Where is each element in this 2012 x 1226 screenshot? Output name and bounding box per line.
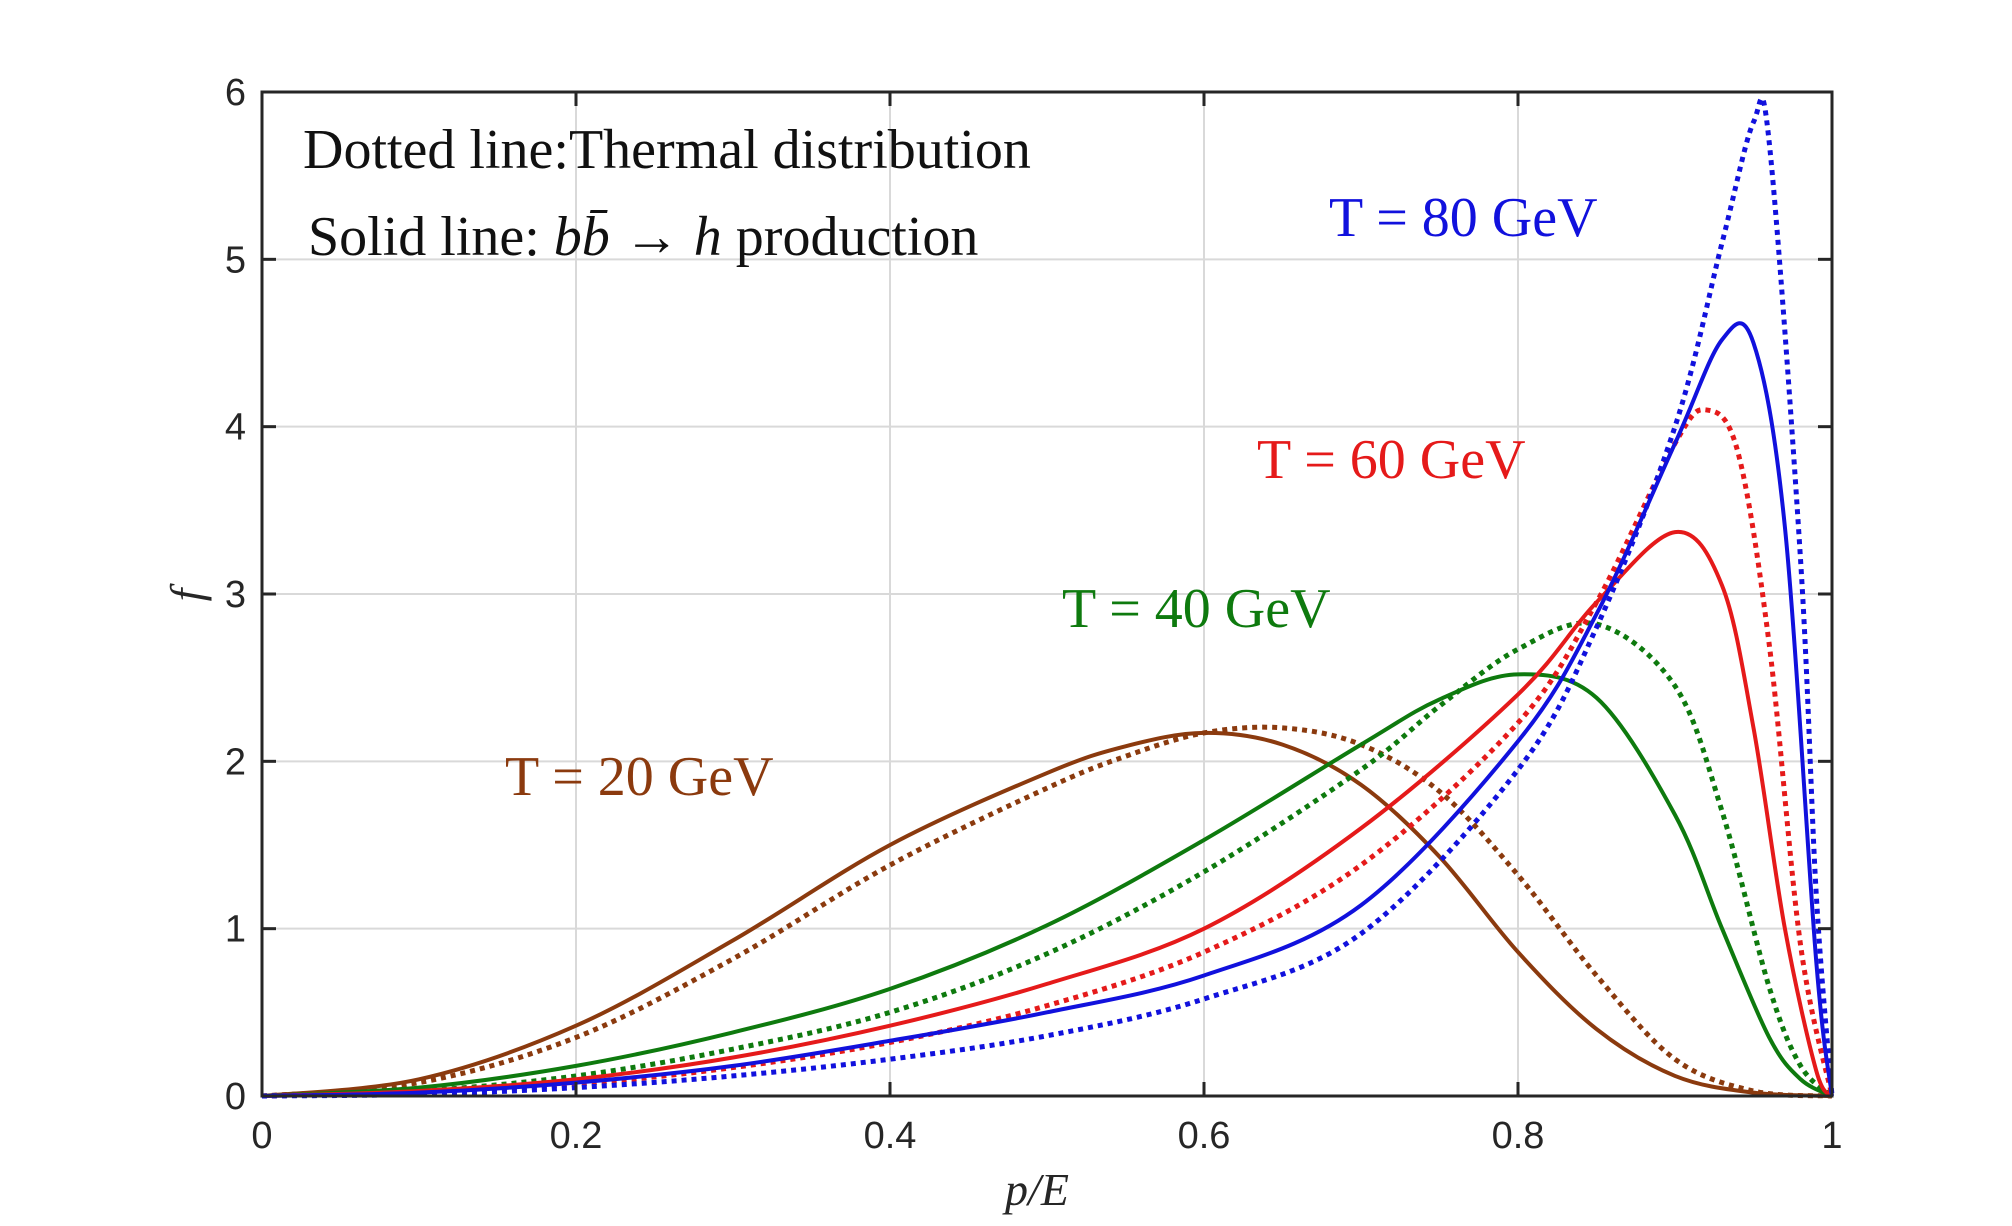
solid-line-prefix: Solid line:: [308, 206, 554, 268]
series-t-80-gev-solid-line: [261, 321, 1834, 1098]
y-tick-label: 2: [225, 741, 246, 783]
series-t-20-gev-dotted-line: [261, 724, 1833, 1099]
y-axis-label: f: [161, 582, 212, 601]
y-tick-label: 5: [225, 239, 246, 281]
x-tick-label: 0.6: [1178, 1115, 1231, 1157]
series-t-40-gev-solid-line: [261, 672, 1833, 1098]
label-t60: T = 60 GeV: [1257, 429, 1526, 491]
x-tick-label: 0.4: [864, 1115, 917, 1157]
label-t40: T = 40 GeV: [1062, 578, 1331, 640]
x-axis-label: p/E: [1002, 1164, 1069, 1215]
axis-ticks: 0 0.2 0.4 0.6 0.8 1 0 1 2 3 4 5 6: [225, 72, 1843, 1157]
series-t-60-gev-solid-line: [261, 530, 1834, 1098]
solid-line-suffix: production: [736, 206, 979, 268]
x-tick-label: 0: [251, 1115, 272, 1157]
y-tick-label: 6: [225, 72, 246, 114]
y-tick-label: 4: [225, 407, 246, 449]
label-t80: T = 80 GeV: [1329, 187, 1598, 249]
y-tick-label: 0: [225, 1076, 246, 1118]
y-tick-label: 1: [225, 909, 246, 951]
series-t-40-gev-dotted-line: [261, 620, 1834, 1099]
series-t-60-gev-dotted-line: [261, 407, 1835, 1099]
series-lines: [261, 95, 1835, 1099]
solid-line-note: Solid line: bb̄ → h production: [308, 206, 978, 268]
series-t-20-gev-solid-line: [261, 730, 1833, 1098]
x-tick-label: 1: [1821, 1115, 1842, 1157]
grid-lines: [262, 92, 1832, 1096]
x-tick-label: 0.2: [550, 1115, 603, 1157]
x-tick-label: 0.8: [1492, 1115, 1545, 1157]
label-t20: T = 20 GeV: [505, 746, 774, 808]
solid-line-formula: bb̄ → h: [554, 206, 722, 268]
y-tick-label: 3: [225, 574, 246, 616]
dotted-line-note: Dotted line:Thermal distribution: [303, 119, 1031, 181]
